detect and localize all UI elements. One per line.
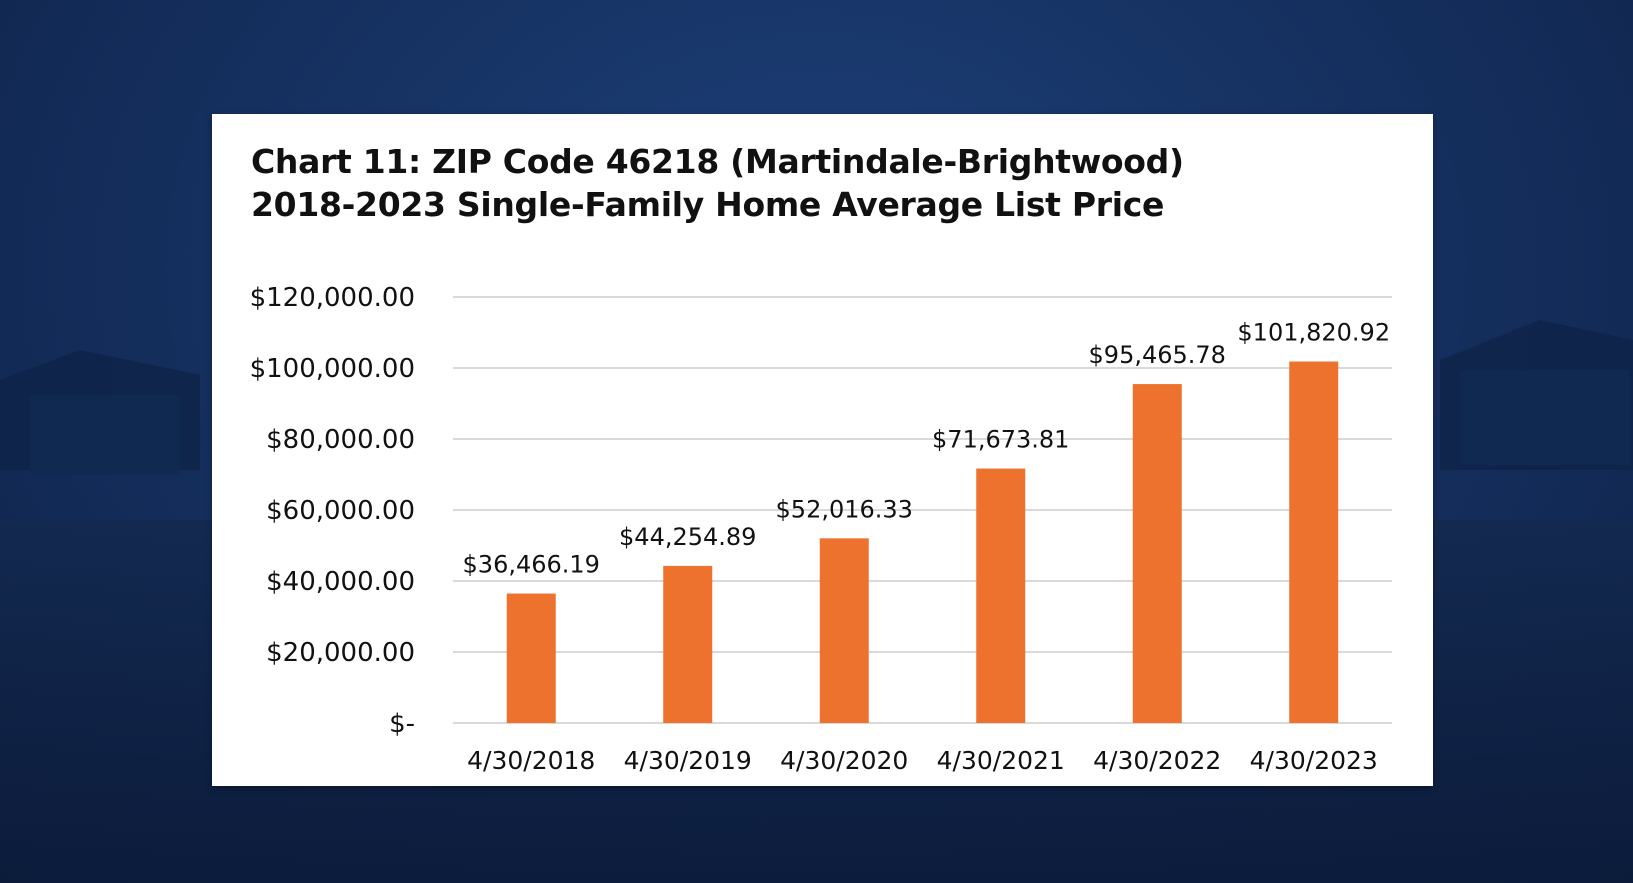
bar <box>663 565 713 723</box>
data-label: $71,673.81 <box>932 426 1069 454</box>
chart-title-line-1: Chart 11: ZIP Code 46218 (Martindale-Bri… <box>251 142 1184 181</box>
data-label: $95,465.78 <box>1089 341 1226 369</box>
y-tick-label: $80,000.00 <box>266 425 415 455</box>
x-tick-label: 4/30/2022 <box>1093 746 1221 775</box>
y-tick-label: $20,000.00 <box>266 638 415 668</box>
y-tick-label: $- <box>389 709 415 739</box>
x-tick-label: 4/30/2019 <box>624 746 752 775</box>
chart-title-line-2: 2018-2023 Single-Family Home Average Lis… <box>251 185 1165 224</box>
data-label: $44,254.89 <box>619 523 756 551</box>
y-tick-label: $100,000.00 <box>250 354 415 384</box>
bar <box>506 593 556 723</box>
y-tick-label: $40,000.00 <box>266 567 415 597</box>
data-label: $52,016.33 <box>776 495 913 523</box>
bar-chart: $- $20,000.00 $40,000.00 $60,000.00 $80,000.… <box>250 283 1392 775</box>
y-tick-label: $120,000.00 <box>250 283 415 313</box>
bar <box>819 538 869 723</box>
x-tick-label: 4/30/2021 <box>937 746 1065 775</box>
x-tick-label: 4/30/2020 <box>780 746 908 775</box>
bar <box>1289 361 1339 723</box>
x-tick-label: 4/30/2018 <box>467 746 595 775</box>
bar <box>1132 384 1182 723</box>
chart-title: Chart 11: ZIP Code 46218 (Martindale-Bri… <box>251 140 1184 226</box>
data-label: $36,466.19 <box>463 551 600 579</box>
data-label: $101,820.92 <box>1237 319 1390 347</box>
y-tick-label: $60,000.00 <box>266 496 415 526</box>
chart-card: Chart 11: ZIP Code 46218 (Martindale-Bri… <box>212 114 1433 786</box>
bar <box>976 468 1026 723</box>
x-tick-label: 4/30/2023 <box>1250 746 1378 775</box>
